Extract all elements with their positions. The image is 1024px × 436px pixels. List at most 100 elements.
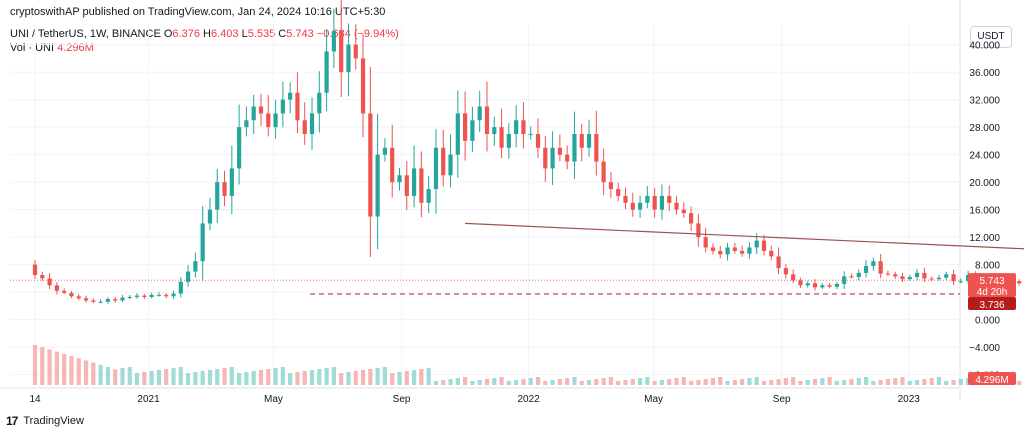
candle-body xyxy=(404,175,409,196)
y-tick-label: 40.000 xyxy=(969,41,1000,52)
volume-bar xyxy=(914,380,920,385)
volume-bar xyxy=(557,379,562,385)
candle-body xyxy=(1017,281,1022,284)
candle-body xyxy=(754,240,759,248)
volume-bar xyxy=(652,381,657,385)
candle-body xyxy=(805,283,810,286)
support-badge-text: 3.736 xyxy=(979,300,1004,311)
candle-body xyxy=(863,266,869,273)
volume-bar xyxy=(922,379,927,385)
volume-bar xyxy=(608,377,614,385)
volume-bar xyxy=(849,379,854,385)
candle-body xyxy=(696,223,701,238)
candle-body xyxy=(113,299,118,301)
candle-body xyxy=(579,134,584,148)
candle-body xyxy=(718,250,723,255)
symbol-label[interactable]: UNI / TetherUS, 1W, BINANCE xyxy=(10,28,161,40)
candle-body xyxy=(309,113,315,135)
y-tick-label: 8.000 xyxy=(975,261,1000,272)
candle-body xyxy=(91,300,96,302)
candle-body xyxy=(725,247,730,255)
close-label: C xyxy=(278,28,287,40)
volume-bar xyxy=(353,371,358,385)
candle-body xyxy=(893,274,898,277)
candle-body xyxy=(951,274,956,282)
volume-bar xyxy=(47,349,52,385)
time-axis: 142021MaySep2022MaySep2023MaySep2024MayS… xyxy=(29,394,920,405)
candle-body xyxy=(171,293,176,297)
volume-bar xyxy=(594,379,599,385)
x-tick-label: Sep xyxy=(773,394,791,405)
y-tick-label: 36.000 xyxy=(969,68,1000,79)
y-tick-label: −4.000 xyxy=(969,343,1000,354)
volume-bar xyxy=(164,369,169,385)
candle-body xyxy=(280,99,285,114)
candle-body xyxy=(47,278,52,286)
last-price-badge-bg xyxy=(968,273,1016,298)
candle-body xyxy=(747,247,752,254)
volume-bar xyxy=(156,370,162,385)
currency-button[interactable]: USDT xyxy=(970,26,1012,48)
volume-bar xyxy=(674,378,679,385)
candle-body xyxy=(470,120,475,141)
open-label: O xyxy=(163,28,173,40)
candle-body xyxy=(565,154,570,162)
volume-bar xyxy=(783,378,788,385)
candle-body xyxy=(798,280,803,286)
volume-bar xyxy=(83,360,89,385)
candle-body xyxy=(543,147,548,169)
volume-bar xyxy=(637,378,643,385)
volume-badge-text: 4.296M xyxy=(975,375,1008,386)
volume-bar xyxy=(550,380,555,385)
candles xyxy=(32,0,1022,304)
volume-bar xyxy=(805,380,810,385)
candle-body xyxy=(317,92,322,114)
volume-bar xyxy=(812,379,818,385)
candle-body xyxy=(484,106,490,135)
volume-bar xyxy=(62,353,67,385)
volume-bar xyxy=(273,368,278,385)
volume-bar xyxy=(958,379,963,385)
candle-body xyxy=(849,276,854,278)
volume-bar xyxy=(645,377,650,385)
candle-body xyxy=(674,202,679,210)
last-price-badge-text: 5.743 xyxy=(979,276,1004,287)
volume-bar xyxy=(929,378,934,385)
candle-body xyxy=(324,51,329,93)
candle-body xyxy=(339,30,344,73)
tradingview-logo-icon: 17 xyxy=(6,414,18,428)
volume-bar xyxy=(710,378,716,385)
low-label: L xyxy=(241,28,248,40)
candle-body xyxy=(229,168,234,196)
candle-body xyxy=(397,175,402,183)
volume-bar xyxy=(579,381,584,385)
publisher-line: cryptoswithAP published on TradingView.c… xyxy=(10,6,386,18)
volume-bar xyxy=(543,381,548,385)
x-tick-label: May xyxy=(264,394,283,405)
candle-body xyxy=(492,127,497,135)
candle-body xyxy=(885,273,891,275)
candle-body xyxy=(200,223,205,262)
candle-body xyxy=(652,195,657,210)
candle-body xyxy=(455,113,460,155)
footer-brand[interactable]: TradingView xyxy=(23,415,84,427)
volume-bar xyxy=(951,380,956,385)
volume-bar xyxy=(528,378,533,385)
candle-body xyxy=(83,298,89,301)
candle-body xyxy=(477,106,482,121)
volume-bar xyxy=(776,379,781,385)
volume-bar xyxy=(601,378,606,385)
volume-bar xyxy=(820,378,825,385)
candle-body xyxy=(601,161,606,183)
volume-bar xyxy=(411,370,417,385)
candle-body xyxy=(776,256,781,269)
volume-bar xyxy=(834,381,839,385)
volume-bar xyxy=(339,373,344,385)
candle-body xyxy=(32,264,38,275)
volume-bar xyxy=(798,381,803,385)
candle-body xyxy=(185,271,191,282)
volume-bar xyxy=(871,381,876,385)
candle-body xyxy=(637,202,643,210)
volume-bar xyxy=(586,380,592,385)
